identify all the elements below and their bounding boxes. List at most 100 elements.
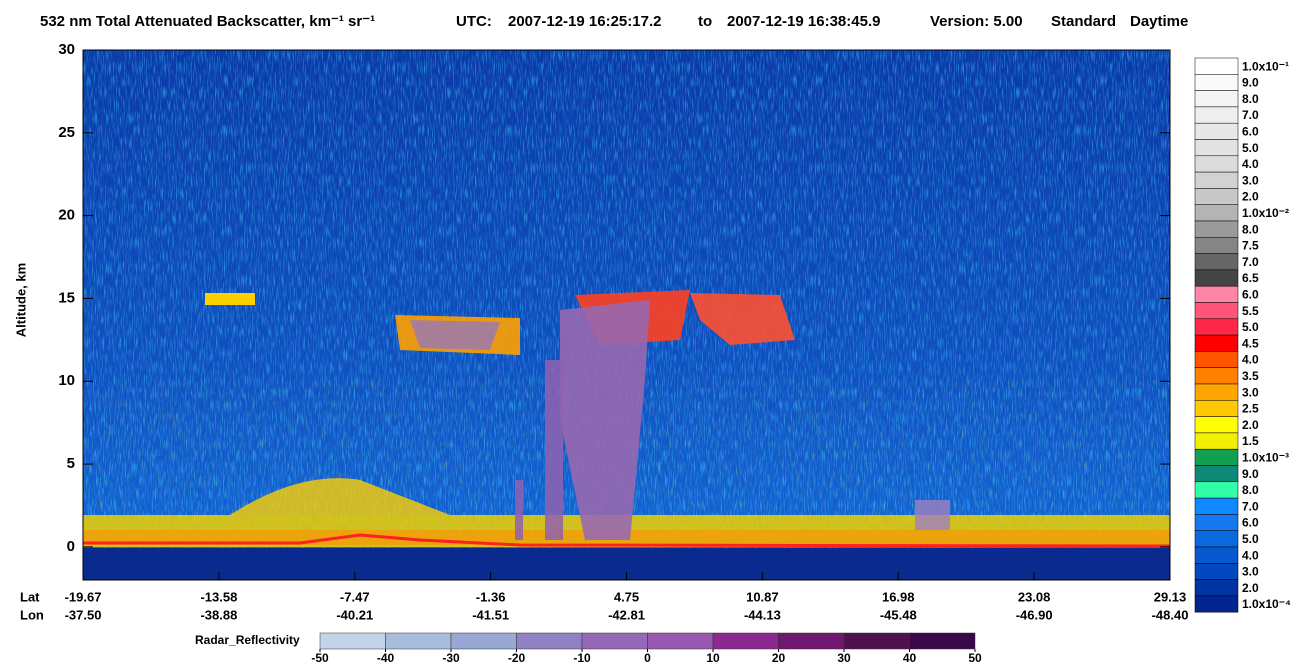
- color-box: [1194, 253, 1239, 271]
- lon-title: Lon: [20, 607, 44, 622]
- radar-color-box: [843, 632, 910, 650]
- colorbar-label: 7.0: [1242, 255, 1259, 269]
- color-box: [1194, 106, 1239, 124]
- colorbar-label: 1.5: [1242, 434, 1259, 448]
- colorbar-label: 5.5: [1242, 304, 1259, 318]
- color-box: [1194, 546, 1239, 564]
- radar-tick-label: -40: [377, 651, 395, 665]
- radar-tick-label: -20: [508, 651, 526, 665]
- lon-label: -48.40: [1152, 607, 1189, 622]
- color-box: [1194, 563, 1239, 580]
- colorbar-label: 4.5: [1242, 336, 1259, 350]
- color-box: [1194, 367, 1239, 385]
- colorbar-label: 5.0: [1242, 320, 1259, 334]
- color-box: [1194, 122, 1239, 140]
- colorbar-label: 3.5: [1242, 369, 1259, 383]
- colorbar-label: 6.0: [1242, 125, 1259, 139]
- chart-title: 532 nm Total Attenuated Backscatter, km⁻…: [40, 13, 375, 30]
- lat-label: 23.08: [1018, 589, 1051, 604]
- colorbar-label: 5.0: [1242, 141, 1259, 155]
- colorbar-label: 6.5: [1242, 271, 1259, 285]
- end-time: 2007-12-19 16:38:45.9: [727, 13, 880, 30]
- radar-tick-label: 0: [644, 651, 651, 665]
- colorbar-label: 1.0x10⁻⁴: [1242, 597, 1291, 611]
- radar-tick-label: -50: [311, 651, 329, 665]
- version: Version: 5.00: [930, 13, 1023, 30]
- color-box: [1194, 448, 1239, 466]
- colorbar-label: 7.0: [1242, 499, 1259, 513]
- color-box: [1194, 171, 1239, 189]
- y-tick-label: 25: [58, 124, 75, 141]
- color-box: [1194, 514, 1239, 531]
- colorbar-label: 7.5: [1242, 239, 1259, 253]
- y-tick-label: 15: [58, 289, 75, 306]
- radar-color-box: [647, 632, 714, 650]
- radar-tick-label: 50: [968, 651, 982, 665]
- lat-label: 10.87: [746, 589, 779, 604]
- lat-title: Lat: [20, 589, 40, 604]
- colorbar-label: 2.0: [1242, 581, 1259, 595]
- color-box: [1194, 400, 1239, 417]
- color-box: [1194, 383, 1239, 401]
- radar-color-box: [712, 632, 779, 650]
- colorbar-label: 3.0: [1242, 173, 1259, 187]
- color-box: [1194, 351, 1239, 368]
- colorbar-label: 4.0: [1242, 353, 1259, 367]
- colorbar-label: 7.0: [1242, 108, 1259, 122]
- lon-label: -37.50: [65, 607, 102, 622]
- color-box: [1194, 432, 1239, 450]
- colorbar-label: 9.0: [1242, 467, 1259, 481]
- to-label: to: [698, 13, 712, 30]
- y-tick-label: 30: [58, 41, 75, 58]
- colorbar-label: 3.0: [1242, 385, 1259, 399]
- colorbar-label: 1.0x10⁻¹: [1242, 59, 1289, 73]
- colorbar-label: 9.0: [1242, 76, 1259, 90]
- radar-color-box: [385, 632, 452, 650]
- colorbar-label: 8.0: [1242, 483, 1259, 497]
- lat-label: -19.67: [65, 589, 102, 604]
- lat-label: -7.47: [340, 589, 370, 604]
- lat-label: 29.13: [1154, 589, 1187, 604]
- color-box: [1194, 579, 1239, 597]
- radar-color-box: [516, 632, 583, 650]
- color-box: [1194, 155, 1239, 173]
- lat-label: -1.36: [476, 589, 506, 604]
- colorbar-label: 2.0: [1242, 190, 1259, 204]
- radar-tick-label: -10: [573, 651, 591, 665]
- color-box: [1194, 530, 1239, 548]
- color-box: [1194, 334, 1239, 352]
- color-box: [1194, 74, 1239, 91]
- lon-label: -40.21: [336, 607, 373, 622]
- y-tick-label: 0: [67, 538, 75, 555]
- color-box: [1194, 285, 1239, 303]
- color-box: [1194, 465, 1239, 483]
- color-box: [1194, 595, 1239, 613]
- colorbar-label: 8.0: [1242, 92, 1259, 106]
- color-box: [1194, 302, 1239, 320]
- radar-tick-label: 20: [772, 651, 786, 665]
- color-box: [1194, 237, 1239, 254]
- colorbar-label: 1.0x10⁻³: [1242, 451, 1289, 465]
- radar-tick-label: -30: [442, 651, 460, 665]
- radar-tick-label: 40: [903, 651, 917, 665]
- color-box: [1194, 269, 1239, 287]
- radar-tick-label: 10: [706, 651, 720, 665]
- color-box: [1194, 139, 1239, 157]
- y-tick-label: 20: [58, 207, 75, 224]
- y-tick-label: 10: [58, 372, 75, 389]
- radar-label: Radar_Reflectivity: [195, 633, 300, 647]
- lat-label: -13.58: [200, 589, 237, 604]
- colorbar-label: 4.0: [1242, 548, 1259, 562]
- colorbar-label: 6.0: [1242, 288, 1259, 302]
- lon-label: -38.88: [200, 607, 237, 622]
- colorbar-label: 2.0: [1242, 418, 1259, 432]
- radar-color-box: [909, 632, 976, 650]
- color-box: [1194, 416, 1239, 434]
- colorbar-label: 4.0: [1242, 157, 1259, 171]
- radar-color-box: [319, 632, 386, 650]
- y-tick-label: 5: [67, 455, 75, 472]
- product: Standard: [1051, 13, 1116, 30]
- utc-label: UTC:: [456, 13, 492, 30]
